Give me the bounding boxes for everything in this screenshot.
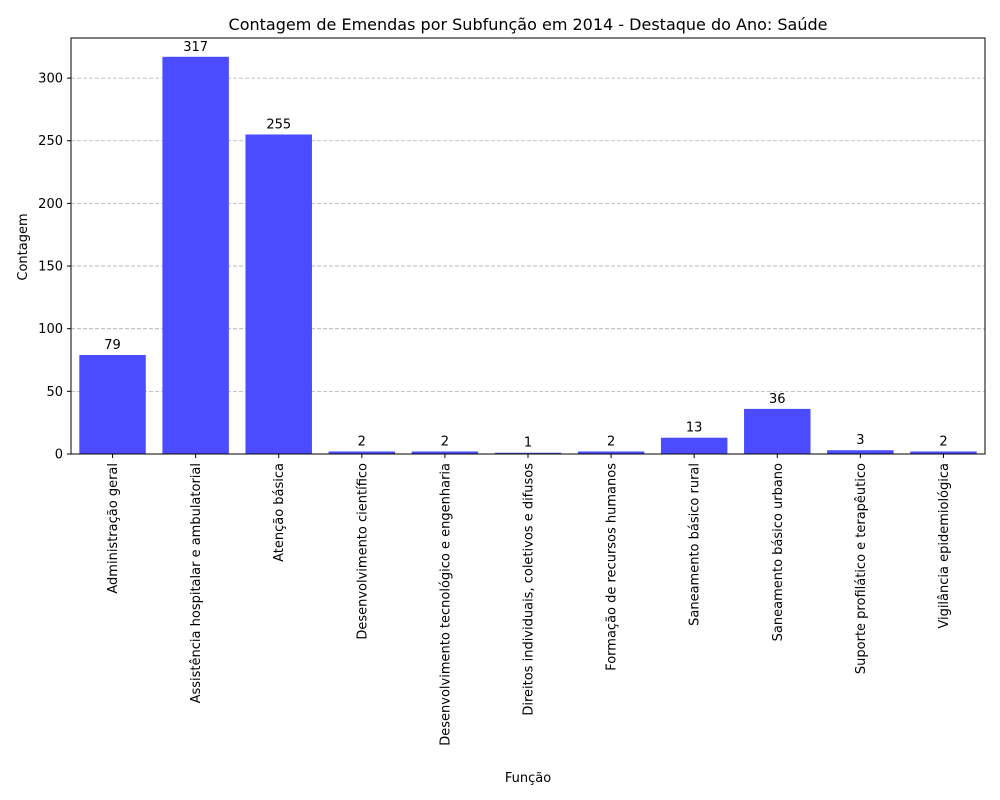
bar [744,408,811,454]
bar [660,437,728,454]
y-tick-label: 0 [55,448,63,463]
data-label: 2 [358,434,366,449]
bar [910,451,977,454]
y-axis-label: Contagem [16,213,31,280]
x-tick-label: Atenção básica [272,463,287,562]
y-axis: 0 50 100 150 200 250 300 [38,72,71,463]
x-tick-label: Saneamento básico rural [688,463,703,626]
data-label: 2 [441,434,449,449]
bar [827,450,894,454]
y-tick-label: 100 [38,322,63,337]
data-label: 2 [939,434,947,449]
data-label: 255 [266,117,291,132]
y-tick-label: 300 [38,72,63,87]
data-label: 1 [524,436,532,451]
bar [494,452,562,454]
data-labels: 79 317 255 2 2 1 2 13 36 3 2 [104,40,947,451]
bar [79,355,146,454]
x-tick-label: Desenvolvimento tecnológico e engenharia [438,463,453,746]
bar [245,134,312,454]
x-tick-label: Direitos individuais, coletivos e difuso… [522,463,537,716]
bar [328,451,396,454]
data-label: 3 [856,433,864,448]
x-tick-label: Suporte profilático e terapêutico [854,463,869,674]
data-label: 317 [183,40,208,55]
data-label: 13 [686,421,703,436]
data-label: 2 [607,434,615,449]
y-tick-label: 200 [38,197,63,212]
plot-frame [70,37,986,455]
chart-title: Contagem de Emendas por Subfunção em 201… [229,15,828,34]
x-axis-label: Função [505,771,551,786]
bar [411,451,479,454]
x-tick-label: Assistência hospitalar e ambulatorial [189,463,204,703]
x-axis: Administração geral Assistência hospitala… [106,454,952,746]
y-tick-label: 250 [38,134,63,149]
x-tick-label: Administração geral [106,463,121,594]
bars [79,56,977,455]
x-tick-label: Formação de recursos humanos [605,463,620,671]
y-tick-label: 150 [38,260,63,275]
data-label: 79 [104,338,121,353]
bar [162,56,229,455]
bar [577,451,645,454]
y-tick-label: 50 [46,385,63,400]
x-tick-label: Desenvolvimento científico [355,463,370,640]
x-tick-label: Vigilância epidemiológica [937,463,952,629]
data-label: 36 [769,392,786,407]
x-tick-label: Saneamento básico urbano [771,463,786,641]
